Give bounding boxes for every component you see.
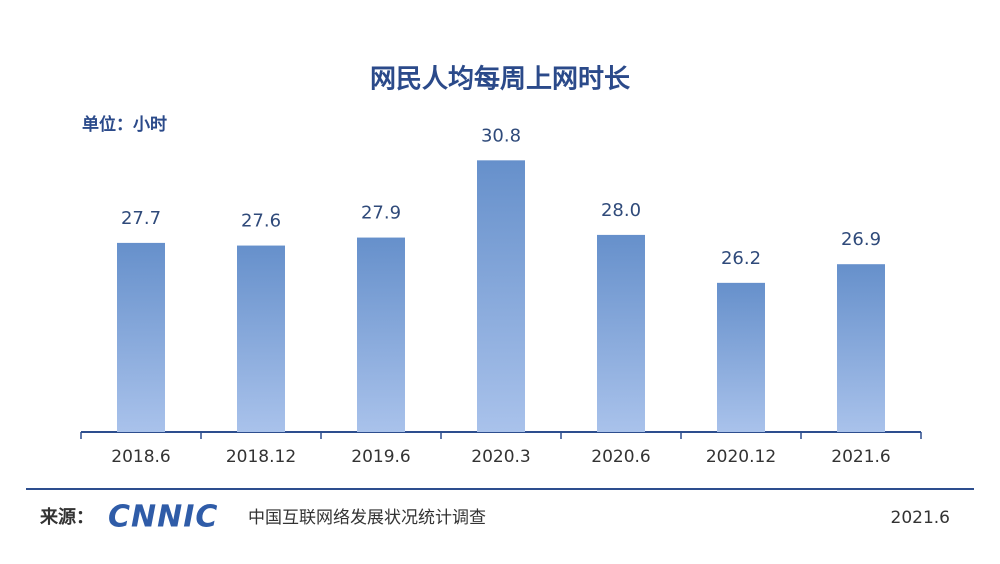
value-label: 27.9 [361, 203, 401, 224]
value-label: 26.2 [721, 248, 761, 269]
value-label: 26.9 [841, 229, 881, 250]
value-label: 27.7 [121, 208, 161, 229]
source: 中国互联网络发展状况统计调查 [248, 508, 486, 528]
value-label: 28.0 [601, 200, 641, 221]
bar [597, 234, 645, 432]
source-label: 来源： [39, 506, 94, 528]
bar [237, 245, 285, 432]
chart-title: 网民人均每周上网时长 [370, 64, 631, 95]
x-tick-label: 2018.6 [111, 447, 170, 467]
x-tick-label: 2021.6 [831, 447, 890, 467]
unit-label: 单位：小时 [82, 114, 167, 135]
bar [117, 242, 165, 432]
x-tick-label: 2018.12 [226, 447, 296, 467]
bar [837, 264, 885, 432]
logo: CNNIC [108, 500, 218, 535]
value-label: 30.8 [481, 125, 521, 146]
bar [357, 237, 405, 432]
x-tick-label: 2020.12 [706, 447, 776, 467]
x-tick-label: 2019.6 [351, 447, 410, 467]
value-label: 27.6 [241, 211, 281, 232]
x-tick-label: 2020.6 [591, 447, 650, 467]
bar [717, 282, 765, 432]
bar [477, 160, 525, 433]
date: 2021.6 [891, 508, 950, 528]
x-tick-label: 2020.3 [471, 447, 530, 467]
